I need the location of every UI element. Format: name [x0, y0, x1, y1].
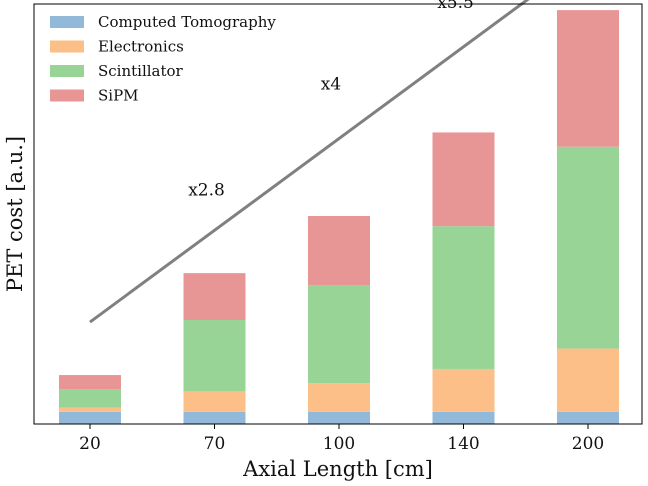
- bar-computed-tomography-200: [557, 411, 619, 424]
- bar-scintillator-100: [308, 285, 370, 384]
- x-ticks: 20 70 100 140 200: [79, 424, 604, 454]
- bar-computed-tomography-20: [59, 411, 121, 424]
- bar-scintillator-20: [59, 389, 121, 408]
- x-tick-label: 100: [323, 434, 355, 454]
- bar-electronics-20: [59, 407, 121, 412]
- multiplier-annotation: x5.5: [437, 0, 474, 13]
- x-tick-label: 20: [79, 434, 101, 454]
- bar-electronics-140: [432, 368, 495, 412]
- y-axis-label: PET cost [a.u.]: [3, 136, 27, 292]
- legend-swatch: [50, 89, 84, 102]
- bars-layer: [59, 10, 619, 424]
- bar-scintillator-140: [432, 226, 495, 369]
- legend-label: SiPM: [98, 87, 139, 105]
- bar-scintillator-70: [183, 320, 246, 392]
- legend-swatch: [50, 65, 84, 77]
- bar-sipm-200: [557, 10, 619, 147]
- bar-sipm-100: [308, 216, 370, 286]
- bar-sipm-140: [432, 132, 495, 227]
- x-axis-label: Axial Length [cm]: [242, 457, 433, 481]
- bar-computed-tomography-140: [432, 411, 495, 424]
- legend-swatch: [50, 16, 84, 28]
- legend-label: Computed Tomography: [98, 13, 276, 31]
- bar-electronics-70: [183, 391, 246, 412]
- bar-sipm-20: [59, 375, 121, 390]
- bar-electronics-200: [557, 348, 619, 412]
- multiplier-annotation: x4: [321, 75, 341, 95]
- x-tick-label: 140: [447, 434, 479, 454]
- bar-electronics-100: [308, 383, 370, 412]
- legend-swatch: [50, 40, 84, 53]
- legend-label: Scintillator: [98, 62, 184, 80]
- x-tick-label: 200: [572, 434, 604, 454]
- multiplier-annotation: x2.8: [188, 181, 225, 201]
- bar-computed-tomography-100: [308, 411, 370, 424]
- trend-arrow: [89, 0, 530, 324]
- x-tick-label: 70: [204, 434, 226, 454]
- bar-sipm-70: [183, 273, 246, 321]
- bar-computed-tomography-70: [183, 411, 246, 424]
- legend-label: Electronics: [98, 38, 184, 56]
- bar-scintillator-200: [557, 146, 619, 349]
- plot-frame: [33, 3, 643, 425]
- legend: Computed Tomography Electronics Scintillat…: [50, 13, 276, 105]
